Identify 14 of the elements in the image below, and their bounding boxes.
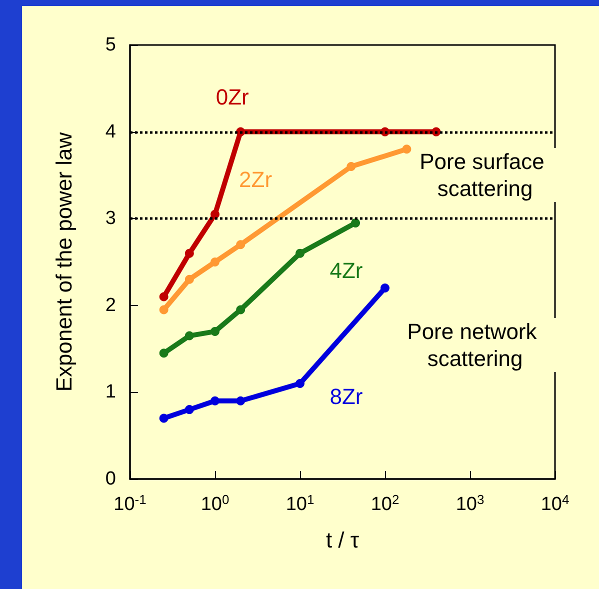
- y-axis-title: Exponent of the power law: [52, 132, 76, 392]
- y-tick-label: 3: [105, 208, 116, 230]
- y-tick-label: 1: [105, 382, 116, 403]
- y-tick-label: 2: [105, 294, 116, 316]
- annotation: Pore surface scattering: [420, 149, 550, 201]
- x-axis-title: t / τ: [326, 528, 360, 552]
- series-label: 8Zr: [330, 384, 363, 410]
- annotation: Pore network scattering: [407, 319, 543, 371]
- y-tick-label: 5: [105, 34, 116, 56]
- series-label: 2Zr: [239, 167, 272, 192]
- y-tick-label: 4: [105, 121, 116, 142]
- y-tick-label: 0: [105, 468, 116, 490]
- series-label: 0Zr: [216, 84, 249, 110]
- series-label: 4Zr: [330, 258, 363, 284]
